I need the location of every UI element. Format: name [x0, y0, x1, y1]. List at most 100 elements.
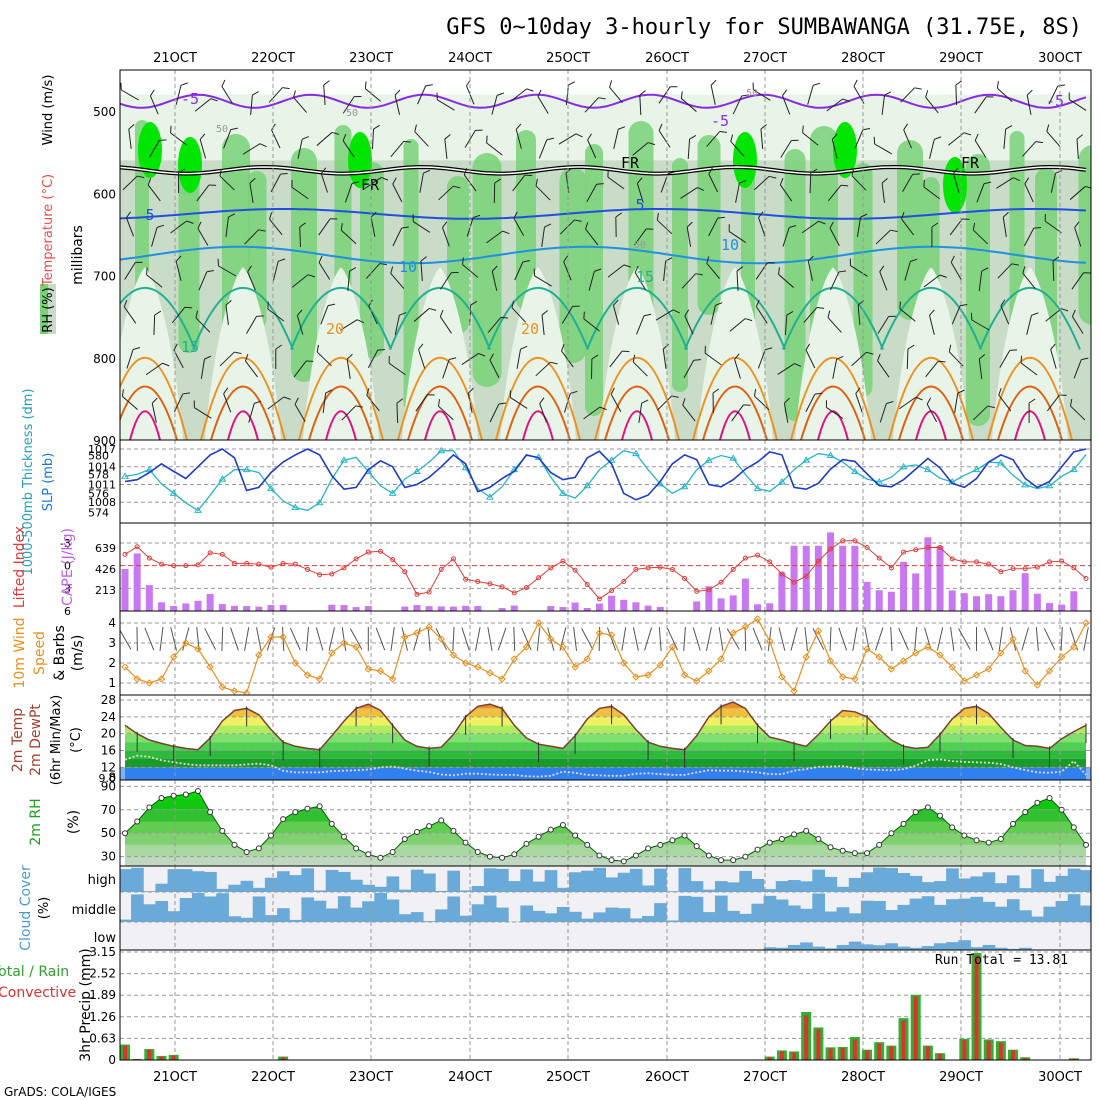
wind-barb-flag: [219, 168, 222, 177]
cloud-bar-high: [909, 875, 923, 892]
rh2m-marker: [401, 836, 408, 843]
wind-barb: [970, 312, 990, 331]
wind-barb-flag: [496, 92, 505, 96]
wind-barb-flag: [269, 212, 273, 220]
wind-barb: [128, 123, 135, 149]
cloud-bar-middle: [678, 895, 692, 922]
wind-barb-flag: [574, 219, 582, 222]
wind-barb: [974, 96, 994, 114]
ylabel-rh2m-units: (%): [66, 810, 82, 834]
wind-barb-flag: [873, 136, 876, 145]
wind-barb: [634, 228, 654, 246]
wind-barb: [903, 123, 912, 149]
wind-barb: [275, 344, 283, 369]
lifted-index-marker: [475, 579, 481, 585]
wind-speed-marker: [194, 645, 202, 653]
wind-barb-flag: [901, 212, 905, 220]
cloud-bar-low: [763, 947, 777, 950]
rh2m-marker: [486, 853, 493, 860]
isotherm-label-4: 5: [635, 196, 644, 214]
wind-barb: [364, 81, 381, 102]
wind-barb: [516, 345, 528, 369]
isotherm-label-2: -5: [1046, 92, 1064, 110]
wind-barb-staff: [851, 351, 867, 367]
cloud-bar-middle: [946, 899, 959, 922]
wind-barb-flag: [561, 343, 565, 352]
wind-barb-staff: [541, 227, 545, 247]
surface-wind-barb-staff: [767, 627, 772, 651]
isotherm-30-arch-4: [522, 410, 554, 440]
wind-barb-staff: [632, 142, 649, 156]
cloud-bar-low: [848, 941, 862, 950]
wind-barb-staff: [440, 272, 452, 290]
wind-barb-flag: [354, 96, 362, 98]
thickness-marker: [437, 446, 446, 454]
rh2m-marker: [681, 832, 688, 839]
wind-barb-staff: [855, 393, 863, 413]
wind-barb: [710, 79, 717, 105]
rh2m-marker: [194, 788, 201, 795]
wind-barb-flag: [180, 82, 188, 86]
wind-barb: [949, 218, 970, 236]
wind-barb: [249, 177, 256, 203]
cape-tick-426: 426: [95, 563, 116, 576]
isotherm-15-arch-4: [487, 287, 589, 350]
wind-barb-staff: [877, 360, 890, 378]
surface-wind-barb-staff: [998, 627, 1004, 651]
rh2m-marker: [255, 845, 262, 852]
wind-barb: [999, 349, 1018, 368]
cloud-bar-middle: [690, 896, 704, 922]
wind-barb: [248, 400, 262, 423]
wind-barb-staff: [826, 406, 844, 420]
wind-barb: [899, 396, 923, 410]
wind-barb-staff: [392, 183, 403, 203]
wind-barb-flag: [394, 89, 401, 96]
wind-barb-staff: [487, 317, 502, 333]
wind-barb-staff: [269, 218, 283, 236]
isotherm-label-1: -5: [711, 112, 729, 130]
cloud-level-middle: middle: [72, 903, 116, 918]
wind-barb: [438, 185, 461, 201]
ylabel-rh: RH (%): [41, 287, 56, 332]
wind-barb-flag: [899, 301, 901, 309]
bottom-date-label-8: 29OCT: [939, 1070, 983, 1085]
wind-barb: [149, 89, 159, 115]
wind-barb-staff: [730, 141, 745, 157]
wind-barb-staff: [656, 219, 673, 235]
wind-barb-flag: [208, 184, 217, 186]
wind-barb-flag: [960, 303, 968, 307]
wind-panel: 10m Wind Speed & Barbs (m/s): [120, 611, 1091, 695]
wind-barb-staff: [486, 142, 503, 156]
lifted-index-marker: [974, 559, 980, 565]
wind-barb-flag: [544, 223, 552, 228]
wind-barb-staff: [1050, 349, 1057, 369]
wind-barb: [731, 404, 751, 422]
cloud-bar-middle: [264, 915, 278, 922]
cloud-bar-high: [520, 869, 534, 892]
bottom-date-label-5: 26OCT: [645, 1070, 689, 1085]
cape-bar: [717, 598, 725, 611]
wind-barb-staff: [199, 139, 207, 159]
wind-barb-flag: [1074, 221, 1080, 228]
thickness-marker: [194, 506, 202, 513]
wind-barb: [681, 273, 703, 289]
wind-barb-flag: [950, 255, 955, 263]
thickness-tick-576: 576: [88, 487, 109, 500]
wind-barb-flag: [998, 388, 1002, 396]
wind-barb-flag: [475, 129, 483, 131]
wind-barb: [440, 272, 459, 290]
wind-barb: [437, 399, 454, 421]
wind-barb: [613, 126, 626, 149]
wind-barb: [291, 180, 309, 200]
wind-barb-flag: [615, 212, 623, 218]
rh2m-marker: [1058, 806, 1065, 813]
rh2m-marker: [267, 832, 274, 839]
cape-bar: [157, 602, 165, 611]
wind-barb-flag: [670, 86, 678, 88]
wind-barb-staff: [1045, 308, 1062, 322]
ylabel-wind: Wind (m/s): [41, 75, 56, 146]
surface-wind-barb-staff: [390, 627, 395, 651]
cloud-bar-high: [447, 870, 461, 892]
lifted-index-marker: [438, 566, 444, 572]
